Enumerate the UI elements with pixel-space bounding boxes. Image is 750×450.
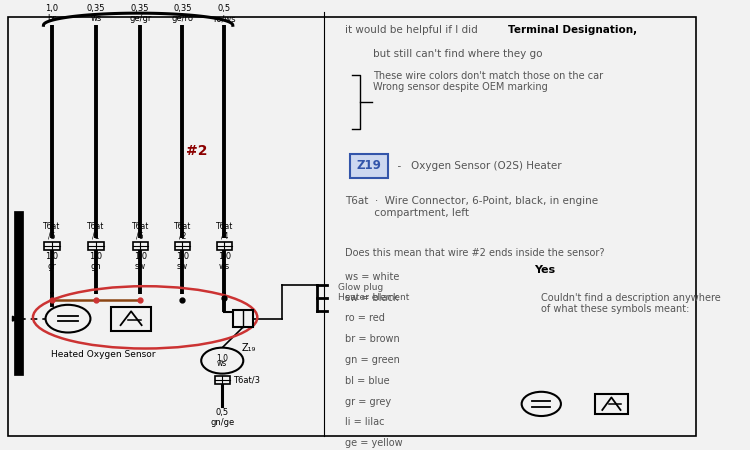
Circle shape [522, 392, 561, 416]
Bar [44, 242, 59, 250]
Bar [233, 310, 253, 327]
Text: 0,35
ge/gr: 0,35 ge/gr [129, 4, 152, 23]
Text: sw = black: sw = black [345, 292, 398, 303]
Text: Terminal Designation,: Terminal Designation, [509, 25, 638, 35]
Text: Yes: Yes [534, 266, 556, 275]
Text: Z19: Z19 [356, 159, 381, 172]
FancyBboxPatch shape [350, 154, 388, 178]
Text: 1,0
sw: 1,0 sw [176, 252, 189, 271]
Text: 0,5
gn/ge: 0,5 gn/ge [210, 408, 235, 427]
Text: Heated Oxygen Sensor: Heated Oxygen Sensor [51, 350, 155, 359]
Bar [88, 242, 104, 250]
Text: T6at
/4: T6at /4 [216, 222, 233, 240]
Text: -   Oxygen Sensor (O2S) Heater: - Oxygen Sensor (O2S) Heater [392, 161, 562, 171]
Text: 0,5
ro/ws: 0,5 ro/ws [213, 4, 236, 23]
Bar [595, 393, 628, 414]
Text: T6at
/1: T6at /1 [87, 222, 105, 240]
Text: #2: #2 [186, 144, 207, 158]
Text: Does this mean that wire #2 ends inside the sensor?: Does this mean that wire #2 ends inside … [345, 248, 604, 258]
Text: br = brown: br = brown [345, 334, 400, 344]
Text: ro = red: ro = red [345, 314, 385, 324]
Text: 1,0
br: 1,0 br [45, 4, 58, 23]
Text: T6at
/2: T6at /2 [173, 222, 191, 240]
Text: 1,0
gr: 1,0 gr [45, 252, 58, 271]
Text: Glow plug
Heater element: Glow plug Heater element [338, 283, 410, 302]
Text: 0,35
ge/ro: 0,35 ge/ro [171, 4, 194, 23]
Text: gn = green: gn = green [345, 355, 400, 365]
Bar [217, 242, 232, 250]
Bar [133, 242, 148, 250]
Text: 1,0
ws: 1,0 ws [217, 252, 231, 271]
Text: 1,0
gn: 1,0 gn [89, 252, 103, 271]
Circle shape [201, 348, 243, 374]
Text: Couldn't find a description anywhere
of what these symbols meant:: Couldn't find a description anywhere of … [542, 292, 721, 314]
Circle shape [46, 305, 91, 333]
Text: These wire colors don't match those on the car
Wrong sensor despite OEM marking: These wire colors don't match those on t… [373, 71, 603, 92]
Text: ws: ws [217, 359, 227, 368]
Text: 1,0: 1,0 [216, 354, 228, 363]
Text: Z₁₉: Z₁₉ [242, 343, 256, 353]
Text: 0,35
ws: 0,35 ws [87, 4, 105, 23]
Text: it would be helpful if I did: it would be helpful if I did [345, 25, 481, 35]
Bar [111, 307, 152, 331]
Bar [175, 242, 190, 250]
Text: bl = blue: bl = blue [345, 376, 389, 386]
Text: T6at
/5: T6at /5 [44, 222, 61, 240]
Text: ws = white: ws = white [345, 272, 399, 282]
Text: but still can't find where they go: but still can't find where they go [373, 49, 542, 59]
Text: 1,0
sw: 1,0 sw [134, 252, 147, 271]
Text: gr = grey: gr = grey [345, 396, 391, 406]
Text: T6at
/6: T6at /6 [131, 222, 149, 240]
Text: li = lilac: li = lilac [345, 417, 385, 428]
Text: T6at/3: T6at/3 [233, 376, 260, 385]
Bar [214, 376, 230, 384]
Text: T6at  ·  Wire Connector, 6-Point, black, in engine
         compartment, left: T6at · Wire Connector, 6-Point, black, i… [345, 196, 598, 218]
Text: ge = yellow: ge = yellow [345, 438, 403, 448]
